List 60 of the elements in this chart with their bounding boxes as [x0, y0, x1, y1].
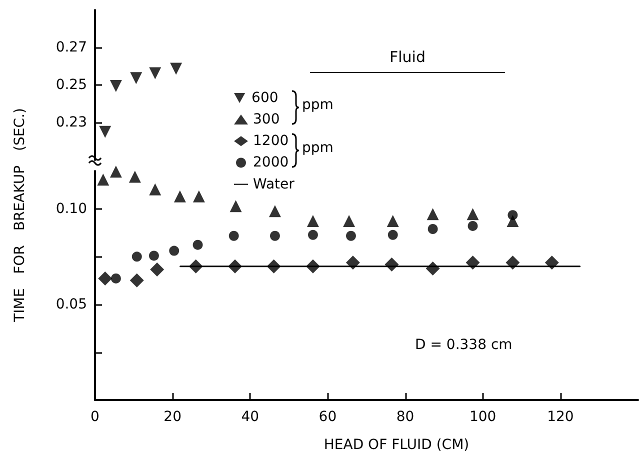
- point: [544, 256, 559, 270]
- point: [170, 62, 182, 75]
- point: [426, 208, 439, 220]
- y-tick-label: 0.05: [56, 296, 87, 313]
- point: [174, 190, 186, 202]
- point: [99, 126, 112, 138]
- point: [388, 230, 398, 240]
- legend-label: 600: [252, 90, 278, 106]
- x-tick-label: 20: [164, 409, 182, 425]
- x-tick-label: 0: [90, 409, 100, 425]
- point: [192, 240, 203, 250]
- point: [110, 273, 121, 284]
- y-axis-title: TIME FOR BREAKUP (SEC.): [12, 108, 28, 322]
- point: [428, 224, 438, 234]
- point: [149, 183, 162, 196]
- x-tick-label: 120: [547, 409, 574, 425]
- legend-label: 1200: [253, 133, 289, 150]
- point: [386, 215, 399, 227]
- x-tick-label: 60: [318, 409, 337, 425]
- point: [169, 246, 180, 256]
- point: [466, 256, 480, 270]
- point: [98, 271, 112, 286]
- annotation: D = 0.338 cm: [415, 337, 512, 353]
- point: [508, 210, 518, 220]
- point: [270, 230, 280, 241]
- point: [128, 170, 141, 183]
- y-tick-label: 0.23: [56, 114, 87, 130]
- point: [468, 220, 478, 231]
- point: [110, 80, 122, 92]
- legend-label: 2000: [253, 154, 289, 171]
- point: [268, 205, 281, 218]
- point: [150, 262, 164, 276]
- y-tick-label: 0.25: [56, 77, 87, 93]
- x-tick-label: 100: [469, 409, 496, 425]
- point: [346, 230, 356, 241]
- point: [308, 230, 318, 240]
- legend-label: 300: [253, 112, 280, 128]
- point: [343, 215, 356, 227]
- text: ppm: [302, 140, 334, 156]
- point: [149, 67, 162, 80]
- point: [148, 250, 159, 261]
- point: [130, 273, 144, 288]
- point: [506, 256, 520, 270]
- x-tick-label: 80: [396, 409, 414, 425]
- legend-title: Fluid: [388, 48, 426, 66]
- point: [130, 72, 142, 84]
- point: [466, 208, 479, 220]
- point: [306, 215, 319, 227]
- x-tick-label: 40: [241, 409, 260, 425]
- point: [110, 166, 122, 178]
- legend-label: Water: [253, 176, 295, 192]
- point: [230, 200, 242, 212]
- text: ppm: [302, 97, 334, 113]
- point: [132, 252, 142, 262]
- point: [97, 174, 110, 186]
- y-tick-label: 0.27: [56, 40, 87, 56]
- point: [192, 190, 205, 202]
- point: [228, 230, 239, 241]
- x-axis-title: HEAD OF FLUID (CM): [324, 437, 470, 453]
- y-tick-label: 0.10: [56, 201, 87, 218]
